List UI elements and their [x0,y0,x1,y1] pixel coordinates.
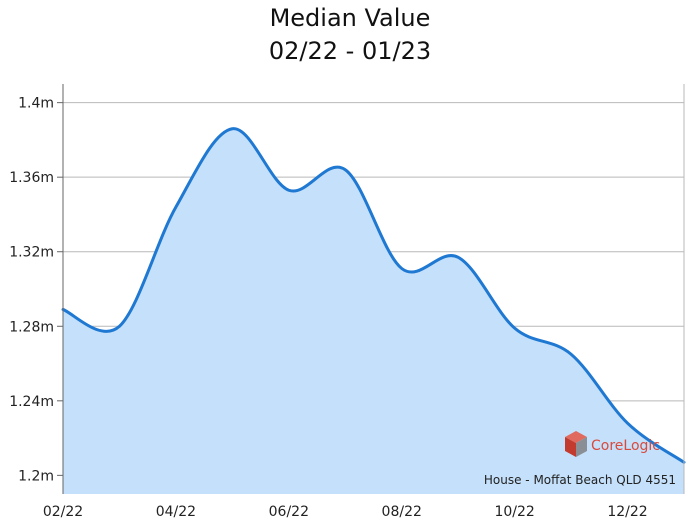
x-tick-label: 08/22 [382,504,422,520]
y-tick-label: 1.2m [18,468,54,484]
median-value-line [61,127,686,464]
corelogic-cube-icon [565,431,587,457]
plot-area [61,127,686,494]
chart-title: Median Value [270,4,431,32]
y-tick-label: 1.4m [18,96,54,112]
y-tick-label: 1.36m [9,170,54,186]
x-tick-label: 10/22 [494,504,534,520]
x-tick-label: 06/22 [269,504,309,520]
x-tick-label: 12/22 [607,504,647,520]
corelogic-logo: CoreLogic [565,431,660,457]
logo-text: CoreLogic [591,438,660,454]
chart-subtitle: 02/22 - 01/23 [269,37,431,65]
axes: 1.2m 1.24m 1.28m 1.32m 1.36m 1.4m 02/22 04/22 06… [9,84,685,520]
area-fill [63,128,684,494]
y-tick-label: 1.32m [9,245,54,261]
x-tick-label: 04/22 [156,504,196,520]
chart-caption: House - Moffat Beach QLD 4551 [484,473,676,487]
x-tick-label: 02/22 [43,504,83,520]
y-tick-label: 1.24m [9,394,54,410]
y-tick-label: 1.28m [9,319,54,335]
